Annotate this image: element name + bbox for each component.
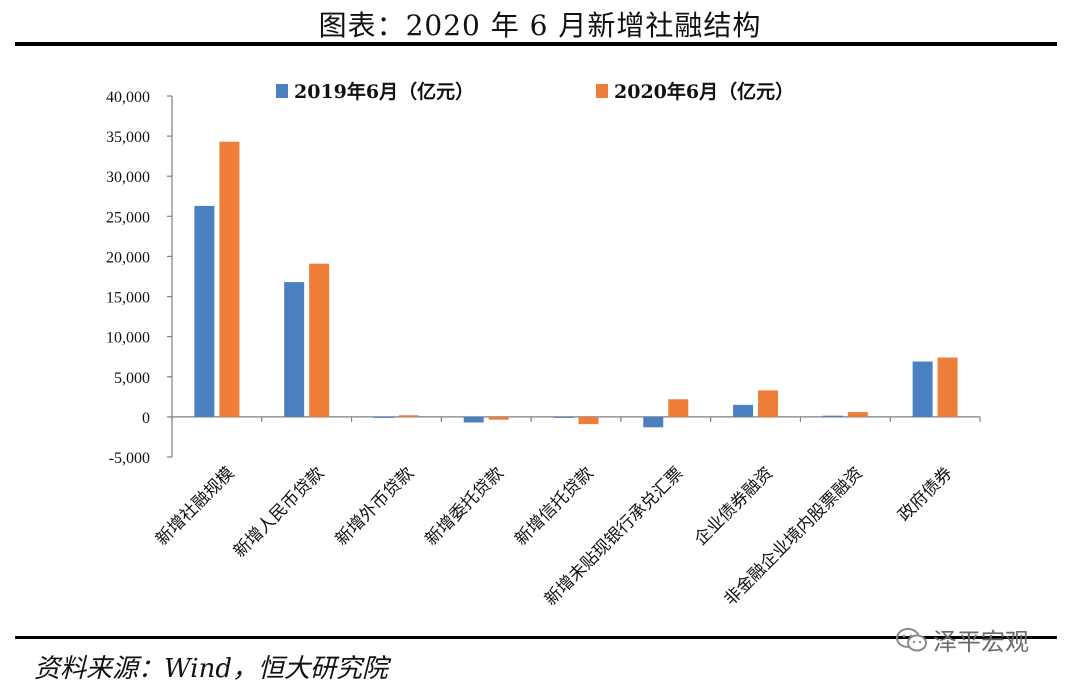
- bar-2019: [463, 416, 484, 423]
- y-tick-label: 5,000: [114, 370, 150, 387]
- bottom-divider: [15, 636, 1057, 639]
- category-label: 政府债券: [894, 463, 956, 525]
- wechat-icon: [896, 627, 927, 651]
- category-label: 企业债券融资: [691, 463, 777, 549]
- bar-2019: [822, 415, 843, 417]
- bar-2020: [578, 416, 599, 425]
- bar-2019: [912, 361, 933, 417]
- category-label: 新增社融规模: [152, 463, 238, 549]
- source-note: 资料来源：Wind，恒大研究院: [34, 654, 388, 684]
- bar-2020: [219, 141, 240, 417]
- y-tick-label: 10,000: [106, 330, 150, 347]
- y-tick-label: 25,000: [106, 209, 150, 226]
- y-tick-label: 0: [142, 410, 150, 427]
- y-tick-label: 35,000: [106, 129, 150, 146]
- y-tick-label: 40,000: [106, 89, 150, 106]
- legend-label: 2019年6月（亿元）: [294, 80, 474, 103]
- y-tick-label: -5,000: [109, 450, 150, 467]
- bar-2020: [937, 357, 958, 417]
- y-tick-label: 20,000: [106, 249, 150, 266]
- bars: [194, 141, 958, 428]
- bar-2020: [309, 263, 330, 417]
- legend-label: 2020年6月（亿元）: [614, 80, 794, 103]
- category-label: 新增外币贷款: [332, 463, 418, 549]
- page-title: 图表：2020 年 6 月新增社融结构: [318, 9, 762, 42]
- bar-2020: [847, 412, 868, 417]
- category-label: 新增人民币贷款: [230, 463, 328, 561]
- bar-2020: [398, 415, 419, 417]
- top-divider: [15, 42, 1057, 46]
- y-axis: 40,000 35,000 30,000 25,000 20,000 15,000 10,0…: [106, 89, 173, 467]
- legend: 2019年6月（亿元） 2020年6月（亿元）: [276, 80, 794, 103]
- x-axis: [171, 416, 981, 422]
- bar-2019: [553, 416, 574, 418]
- watermark: 泽平宏观: [895, 622, 1029, 657]
- y-tick-label: 15,000: [106, 290, 150, 307]
- bar-2020: [668, 399, 689, 417]
- bar-2020: [488, 416, 509, 420]
- bar-2019: [284, 282, 305, 417]
- bar-2019: [194, 205, 215, 417]
- bar-2019: [373, 416, 394, 418]
- category-label: 新增委托贷款: [421, 463, 507, 549]
- bar-2020: [758, 390, 779, 417]
- legend-swatch: [276, 84, 288, 98]
- category-label: 新增信托贷款: [511, 463, 597, 549]
- bar-2019: [643, 416, 664, 428]
- legend-swatch: [596, 84, 608, 98]
- watermark-text: 泽平宏观: [933, 628, 1029, 656]
- y-tick-label: 30,000: [106, 169, 150, 186]
- bar-2019: [733, 404, 754, 417]
